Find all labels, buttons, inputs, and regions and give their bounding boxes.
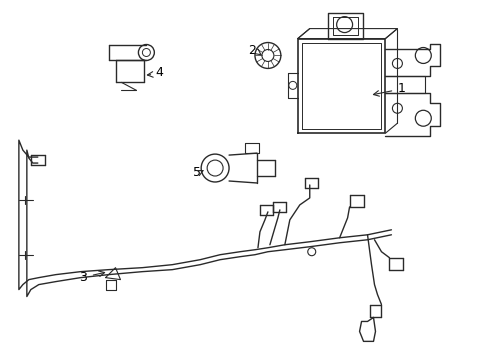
Text: 2: 2 xyxy=(248,44,256,57)
Text: 5: 5 xyxy=(193,166,201,179)
Text: 3: 3 xyxy=(78,271,87,284)
Text: 1: 1 xyxy=(397,82,405,95)
Text: 4: 4 xyxy=(155,66,163,79)
